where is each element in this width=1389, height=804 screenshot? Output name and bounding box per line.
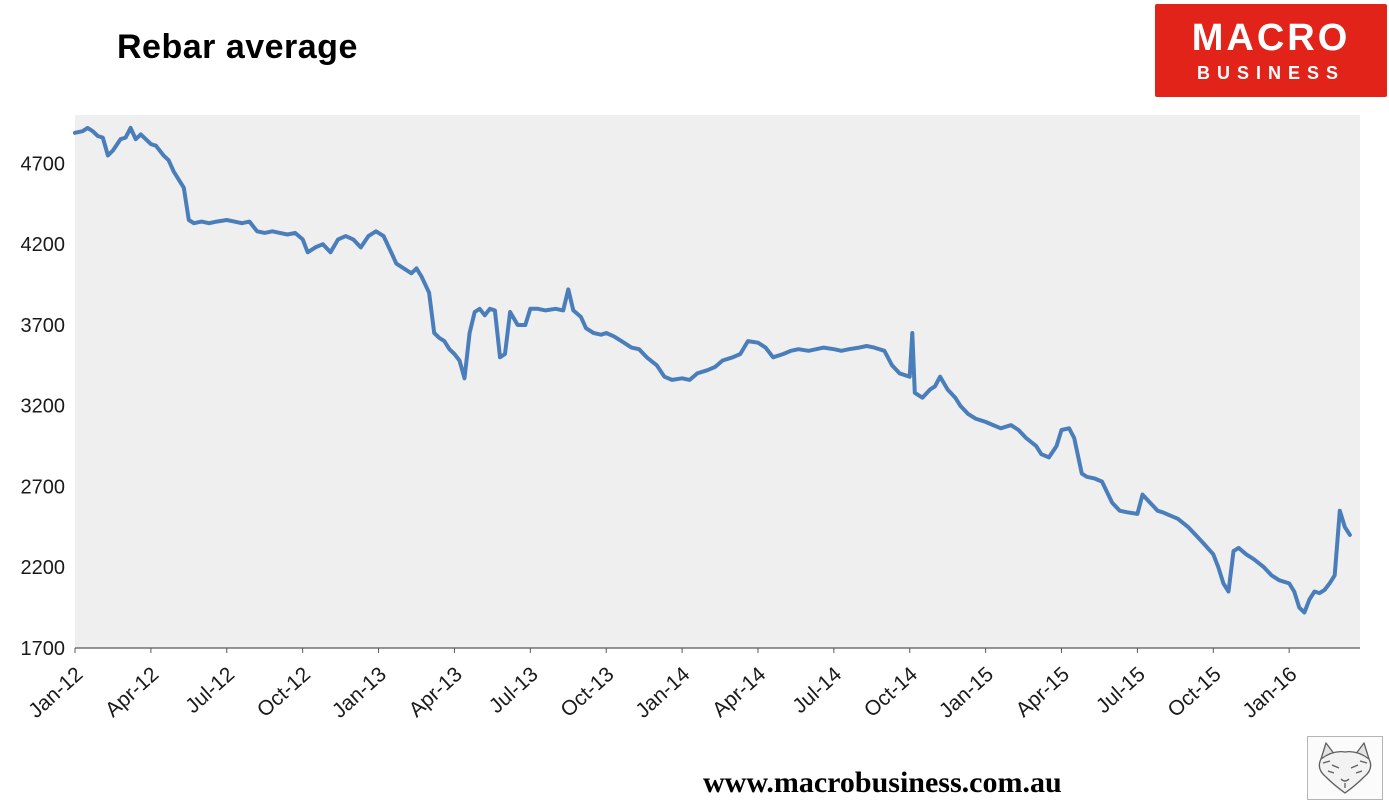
x-axis-tick-label: Apr-15	[1012, 663, 1074, 722]
footer-url: www.macrobusiness.com.au	[703, 766, 1062, 799]
wolf-sketch-icon	[1307, 736, 1383, 800]
y-axis-tick-label: 4700	[21, 153, 66, 175]
y-axis-tick-label: 2200	[21, 557, 66, 579]
macrobusiness-logo: MACRO BUSINESS	[1155, 4, 1387, 97]
logo-text-business: BUSINESS	[1196, 63, 1346, 83]
x-axis-tick-label: Oct-14	[860, 662, 922, 721]
x-axis-tick-label: Oct-13	[556, 663, 618, 722]
x-axis-tick-label: Apr-14	[708, 662, 770, 721]
x-axis-tick-label: Oct-15	[1163, 663, 1225, 722]
x-axis-tick-label: Apr-12	[101, 663, 163, 722]
rebar-series-line	[73, 125, 1352, 615]
x-axis-tick-label: Jan-12	[24, 663, 87, 723]
x-axis-tick-label: Jul-12	[181, 663, 239, 718]
x-axis-tick-label: Jan-16	[1238, 663, 1301, 723]
x-axis-tick-label: Oct-12	[253, 663, 315, 722]
chart-title: Rebar average	[117, 28, 358, 66]
x-axis-tick-label: Jan-13	[328, 663, 391, 723]
y-axis-tick-label: 3200	[21, 396, 66, 418]
y-axis-tick-label: 4200	[21, 234, 66, 256]
x-axis-tick-label: Jan-14	[631, 662, 694, 722]
y-axis-tick-label: 3700	[21, 315, 66, 337]
plot-area	[75, 115, 1360, 648]
x-axis-tick-label: Jan-15	[935, 663, 998, 723]
x-axis-tick-label: Apr-13	[405, 663, 467, 722]
logo-text-macro: MACRO	[1191, 17, 1351, 59]
x-axis-tick-label: Jul-13	[485, 663, 543, 718]
y-axis-tick-label: 2700	[21, 476, 66, 498]
x-axis-tick-label: Jul-15	[1092, 663, 1150, 718]
x-axis-tick-label: Jul-14	[788, 662, 846, 718]
y-axis-tick-label: 1700	[21, 638, 66, 660]
